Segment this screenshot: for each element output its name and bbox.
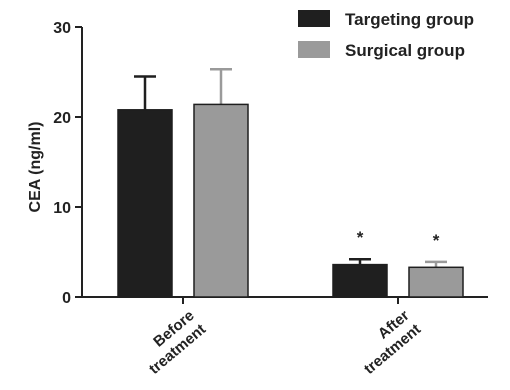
bars: * * [117, 68, 464, 298]
legend-label: Surgical group [345, 41, 465, 60]
bar-surgical-group-1 [408, 266, 464, 298]
y-tick-label: 10 [53, 200, 71, 217]
bar-targeting-group-1 [332, 263, 388, 298]
legend-swatch [298, 10, 330, 27]
legend-swatch [298, 41, 330, 58]
y-tick-label: 20 [53, 110, 71, 127]
bar-targeting-group-0 [117, 109, 173, 298]
significance-marker: * [357, 228, 364, 247]
legend-label: Targeting group [345, 10, 474, 29]
significance-marker: * [433, 231, 440, 250]
legend: Targeting group Surgical group [298, 10, 474, 60]
y-axis-label: CEA (ng/ml) [27, 122, 44, 213]
y-tick-label: 30 [53, 20, 71, 37]
bar-surgical-group-0 [193, 103, 249, 298]
y-tick-label: 0 [62, 290, 71, 307]
